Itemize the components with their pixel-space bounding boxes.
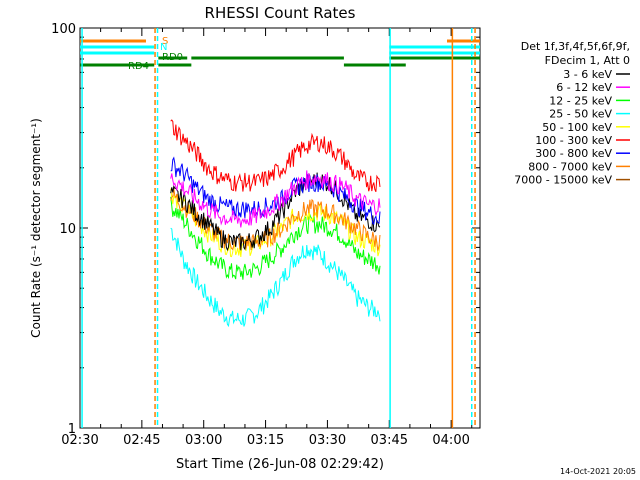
flag-label-rd4: RD4 — [128, 61, 149, 72]
legend-entry-label: 7000 - 15000 keV — [514, 174, 612, 187]
series-line-3 — [170, 227, 381, 328]
flag-label-rd0: RD0 — [162, 52, 183, 63]
flag-label-s: S — [162, 36, 168, 47]
series-layer — [170, 119, 381, 328]
axis-layer: 1 10 100 02:30 02:45 03:00 03:15 03:30 03:45 04:0… — [51, 22, 480, 448]
series-line-2 — [170, 196, 381, 280]
flag-label-n: N — [160, 42, 167, 53]
legend-entry-label: 100 - 300 keV — [535, 134, 612, 147]
series-line-5 — [170, 119, 381, 193]
x-tick-label: 04:00 — [432, 433, 469, 448]
legend-entry-label: 800 - 7000 keV — [528, 160, 612, 173]
series-line-1 — [170, 170, 381, 228]
chart-title: RHESSI Count Rates — [205, 4, 356, 22]
x-tick-label: 03:45 — [371, 433, 408, 448]
legend-entry-label: 3 - 6 keV — [563, 68, 612, 81]
legend-entry-label: 6 - 12 keV — [556, 81, 612, 94]
x-tick-label: 03:30 — [309, 433, 346, 448]
legend-entry-label: 25 - 50 keV — [549, 108, 612, 121]
legend-header-line2: FDecim 1, Att 0 — [545, 54, 630, 67]
legend: Det 1f,3f,4f,5f,6f,9f, FDecim 1, Att 0 3… — [514, 40, 630, 187]
x-tick-label: 03:00 — [185, 433, 222, 448]
legend-entry-label: 12 - 25 keV — [549, 94, 612, 107]
legend-header-line1: Det 1f,3f,4f,5f,6f,9f, — [521, 40, 630, 53]
legend-entry-label: 300 - 800 keV — [535, 147, 612, 160]
x-tick-label: 03:15 — [247, 433, 284, 448]
x-tick-label: 02:30 — [61, 433, 98, 448]
y-tick-label: 10 — [59, 222, 76, 237]
series-line-7 — [170, 188, 381, 251]
footer-date: 14-Oct-2021 20:05 — [560, 467, 636, 476]
series-line-6 — [170, 156, 381, 226]
y-tick-label: 100 — [51, 22, 76, 37]
y-tick-label: 1 — [68, 422, 76, 437]
x-axis-label: Start Time (26-Jun-08 02:29:42) — [176, 457, 384, 472]
y-axis-label: Count Rate (s⁻¹ detector segment⁻¹) — [29, 118, 43, 338]
legend-entry-label: 50 - 100 keV — [542, 121, 612, 134]
x-tick-label: 02:45 — [123, 433, 160, 448]
